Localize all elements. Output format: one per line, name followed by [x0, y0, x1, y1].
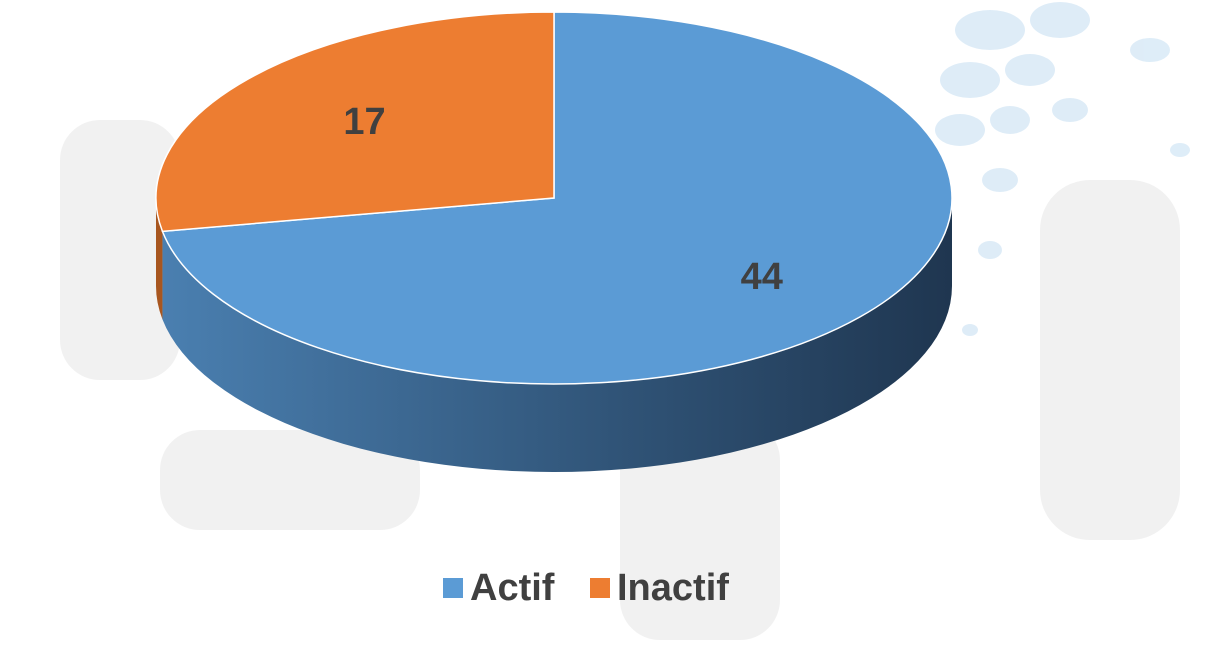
background-figures — [60, 120, 1180, 640]
data-label: 44 — [741, 256, 783, 298]
pie: 44 17 — [155, 11, 953, 472]
background-decor — [935, 2, 1190, 336]
slice — [161, 11, 953, 385]
slice-side — [162, 198, 952, 472]
legend: Actif Inactif — [443, 567, 729, 609]
slice — [155, 11, 555, 233]
data-label: 17 — [343, 101, 385, 143]
legend-label: Inactif — [617, 567, 729, 609]
legend-label: Actif — [470, 567, 555, 609]
legend-swatch — [443, 578, 463, 598]
legend-swatch — [590, 578, 610, 598]
